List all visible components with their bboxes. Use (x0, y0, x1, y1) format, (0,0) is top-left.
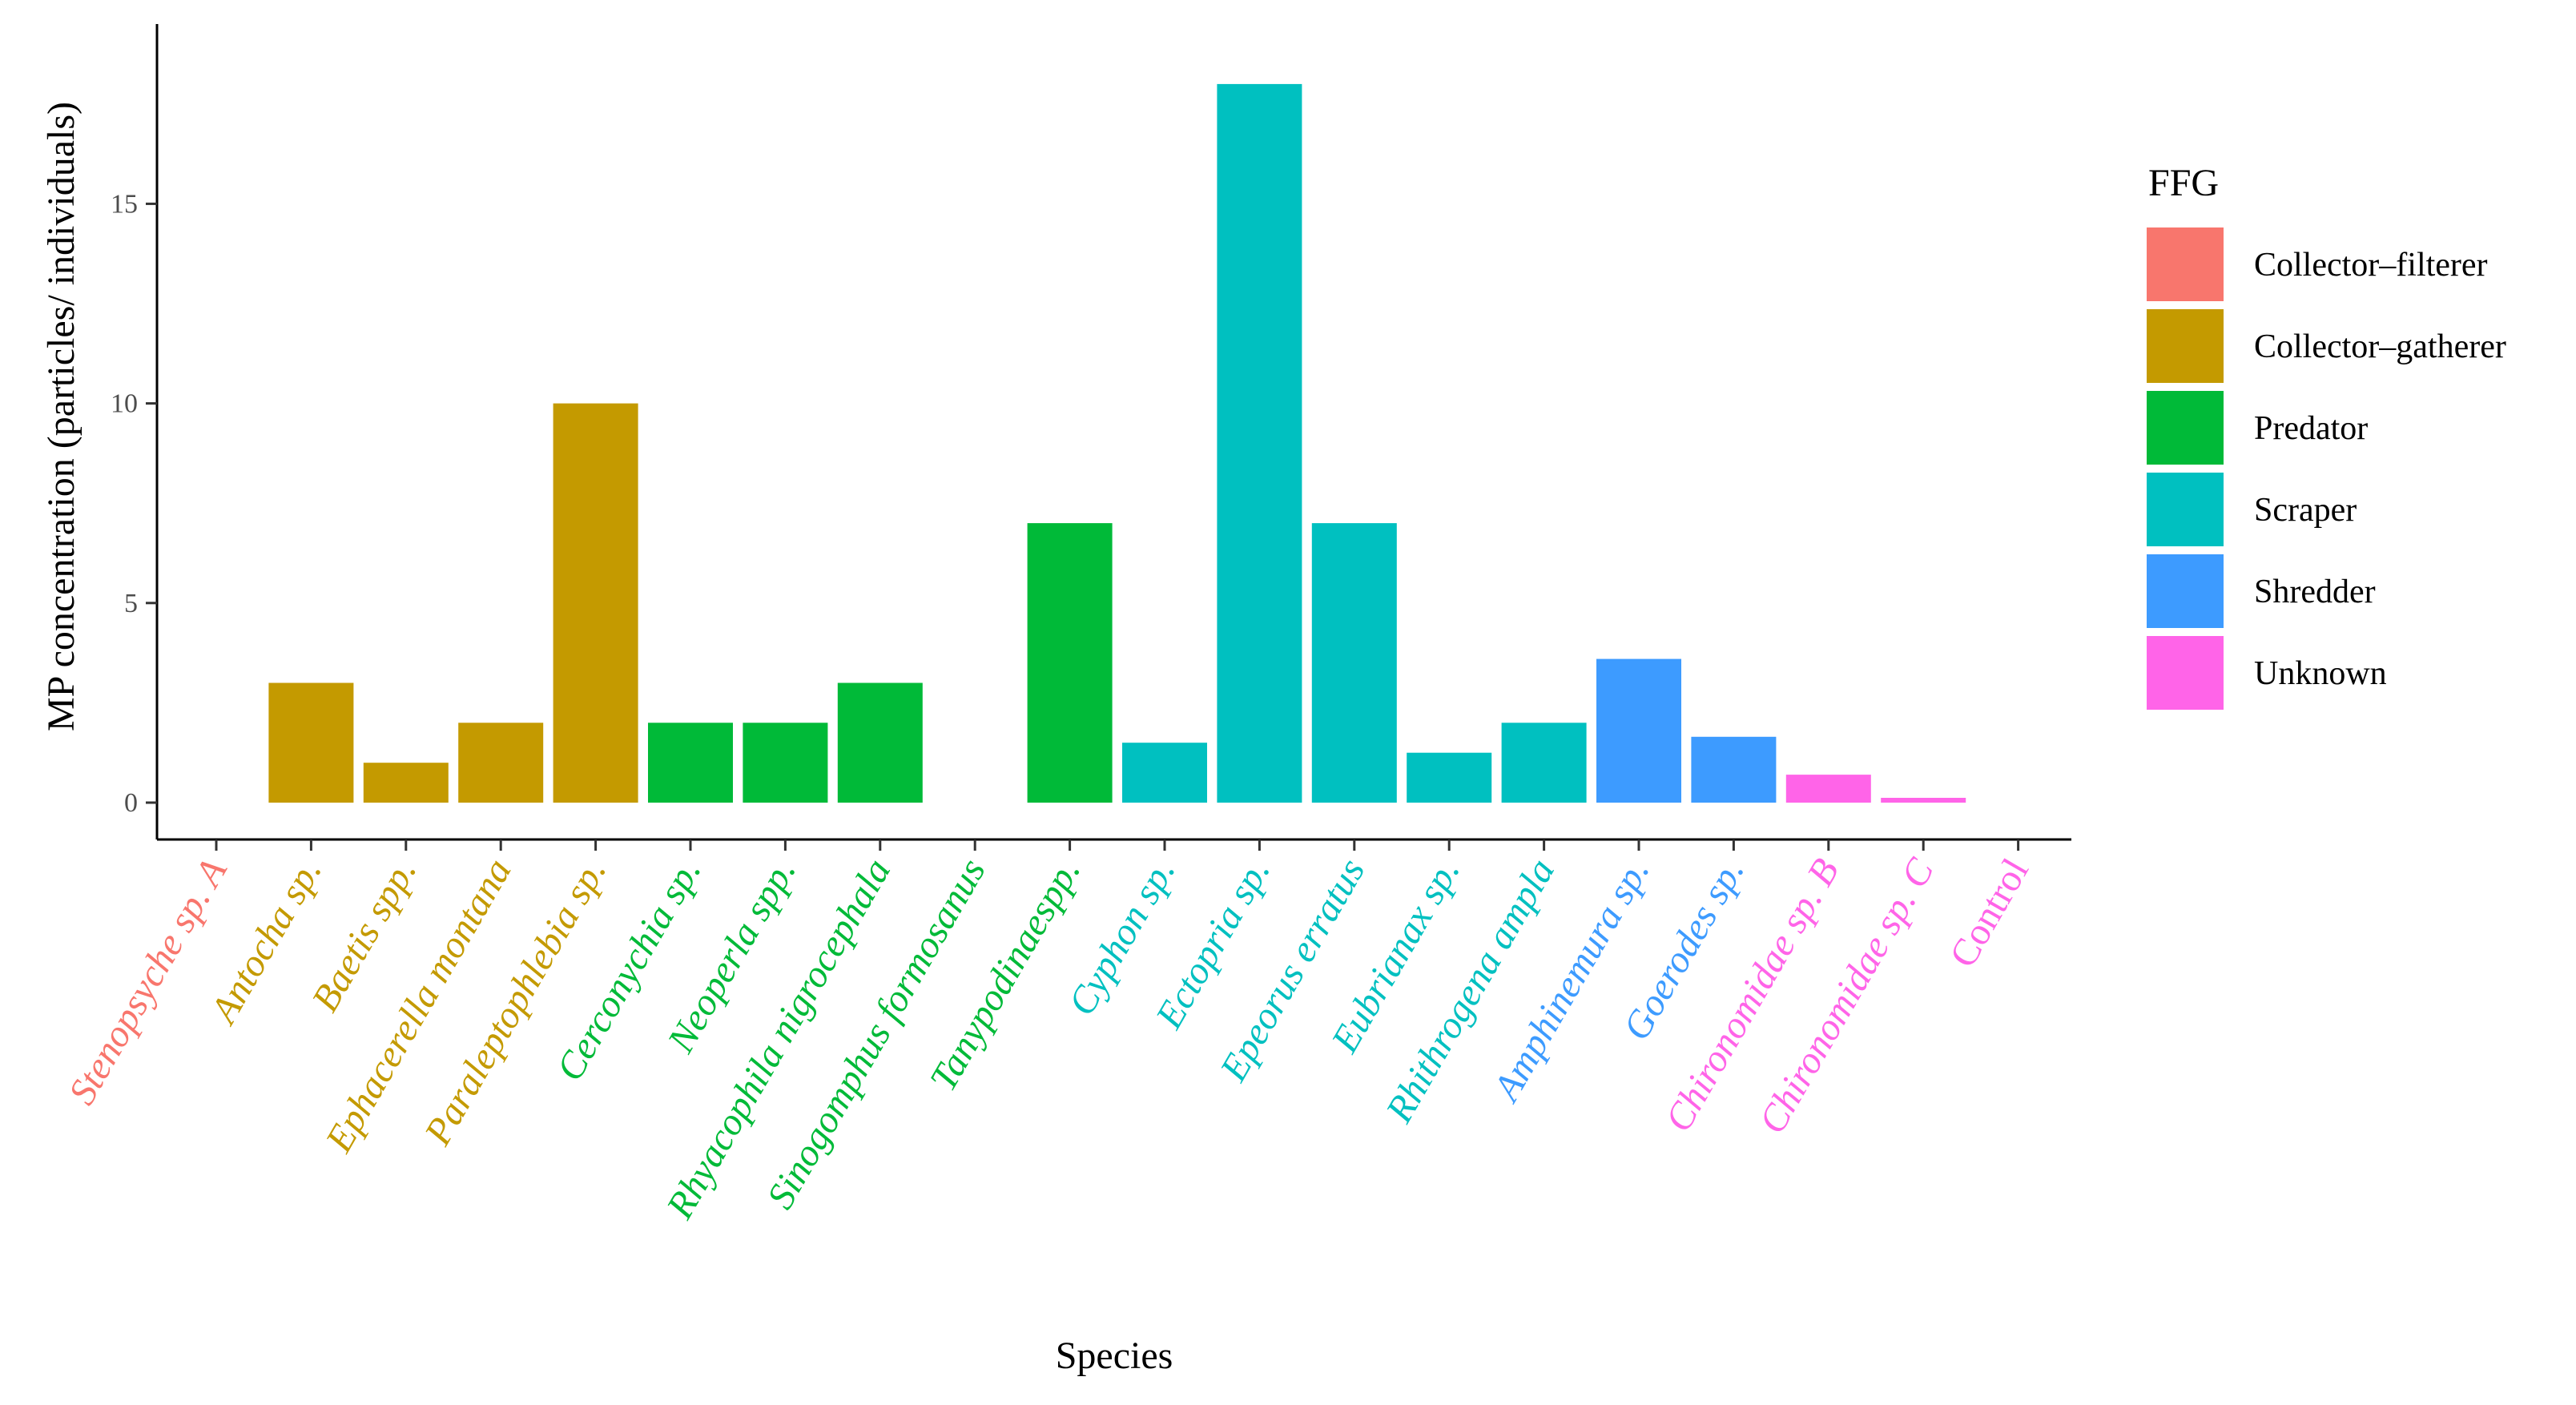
bar (268, 682, 354, 803)
x-axis-title: Species (1056, 1335, 1173, 1377)
bar (837, 682, 923, 803)
y-tick-label: 10 (111, 389, 138, 419)
x-tick-label: Chironomidae sp. C (1751, 851, 1943, 1141)
bar (1122, 743, 1207, 803)
bar (458, 723, 544, 803)
legend-label: Scraper (2254, 492, 2357, 529)
bar (1691, 736, 1777, 803)
legend-swatch (2147, 391, 2224, 465)
legend-items: Collector–filterer Collector–gatherer Pred… (2147, 227, 2506, 710)
x-tick-label: Rhithrogena ampla (1378, 851, 1564, 1130)
legend-swatch (2147, 227, 2224, 301)
bar (1881, 798, 1966, 803)
bar (553, 403, 638, 803)
legend-label: Unknown (2254, 655, 2387, 692)
x-axis-ticks (215, 839, 2020, 851)
y-axis-title: MP concentration (particles/ individuals… (40, 102, 83, 731)
legend-swatch (2147, 473, 2224, 546)
legend-swatch (2147, 636, 2224, 710)
bar (1217, 83, 1302, 803)
y-tick-label: 5 (124, 589, 138, 618)
bar (648, 723, 733, 803)
legend-swatch (2147, 554, 2224, 628)
legend-label: Collector–gatherer (2254, 328, 2506, 365)
bar (743, 723, 828, 803)
bar (1785, 775, 1871, 803)
y-tick-label: 0 (124, 788, 138, 818)
bar (1501, 723, 1587, 803)
y-tick-label: 15 (111, 189, 138, 219)
bar (1027, 523, 1113, 803)
bar (1311, 523, 1397, 803)
bar (363, 763, 449, 803)
legend-swatch (2147, 309, 2224, 383)
y-axis-ticks: 0 5 10 15 (111, 189, 157, 818)
bar (1596, 658, 1681, 803)
bar (1407, 752, 1492, 803)
legend-title: FFG (2148, 162, 2219, 204)
bars-group (268, 83, 1966, 803)
legend-label: Collector–filterer (2254, 247, 2488, 284)
legend: FFG Collector–filterer Collector–gatherer… (2147, 162, 2506, 710)
legend-label: Shredder (2254, 574, 2376, 610)
x-tick-label: Control (1942, 851, 2037, 975)
x-tick-label: Stenopsyche sp. A (60, 851, 235, 1111)
legend-label: Predator (2254, 410, 2368, 447)
x-tick-label: Chironomidae sp. B (1657, 851, 1848, 1139)
